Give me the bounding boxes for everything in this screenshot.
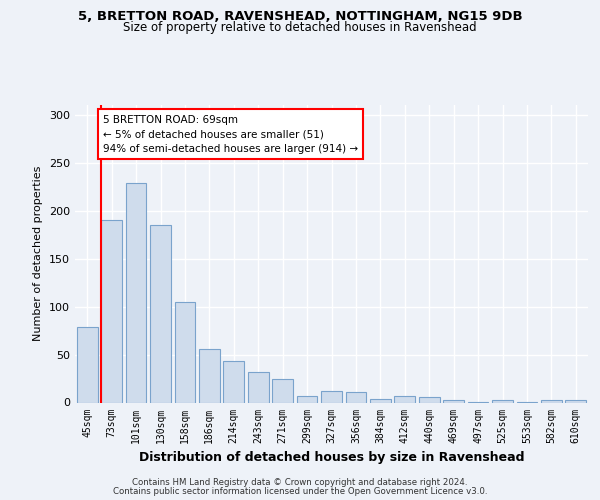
Text: 5 BRETTON ROAD: 69sqm
← 5% of detached houses are smaller (51)
94% of semi-detac: 5 BRETTON ROAD: 69sqm ← 5% of detached h… [103, 114, 358, 154]
Bar [419, 396, 440, 402]
Bar [394, 396, 415, 402]
Bar [125, 182, 146, 402]
Bar [77, 326, 98, 402]
Bar [370, 398, 391, 402]
Bar [565, 400, 586, 402]
Text: 5, BRETTON ROAD, RAVENSHEAD, NOTTINGHAM, NG15 9DB: 5, BRETTON ROAD, RAVENSHEAD, NOTTINGHAM,… [77, 10, 523, 23]
Bar [101, 220, 122, 402]
Bar [443, 400, 464, 402]
Bar [272, 380, 293, 402]
Bar [199, 349, 220, 403]
Y-axis label: Number of detached properties: Number of detached properties [34, 166, 43, 342]
Text: Size of property relative to detached houses in Ravenshead: Size of property relative to detached ho… [123, 21, 477, 34]
Bar [296, 396, 317, 402]
Text: Contains HM Land Registry data © Crown copyright and database right 2024.: Contains HM Land Registry data © Crown c… [132, 478, 468, 487]
Bar [248, 372, 269, 402]
Bar [346, 392, 367, 402]
Bar [150, 225, 171, 402]
Bar [223, 361, 244, 403]
X-axis label: Distribution of detached houses by size in Ravenshead: Distribution of detached houses by size … [139, 451, 524, 464]
Bar [321, 391, 342, 402]
Bar [492, 400, 513, 402]
Bar [541, 400, 562, 402]
Bar [175, 302, 196, 402]
Text: Contains public sector information licensed under the Open Government Licence v3: Contains public sector information licen… [113, 487, 487, 496]
